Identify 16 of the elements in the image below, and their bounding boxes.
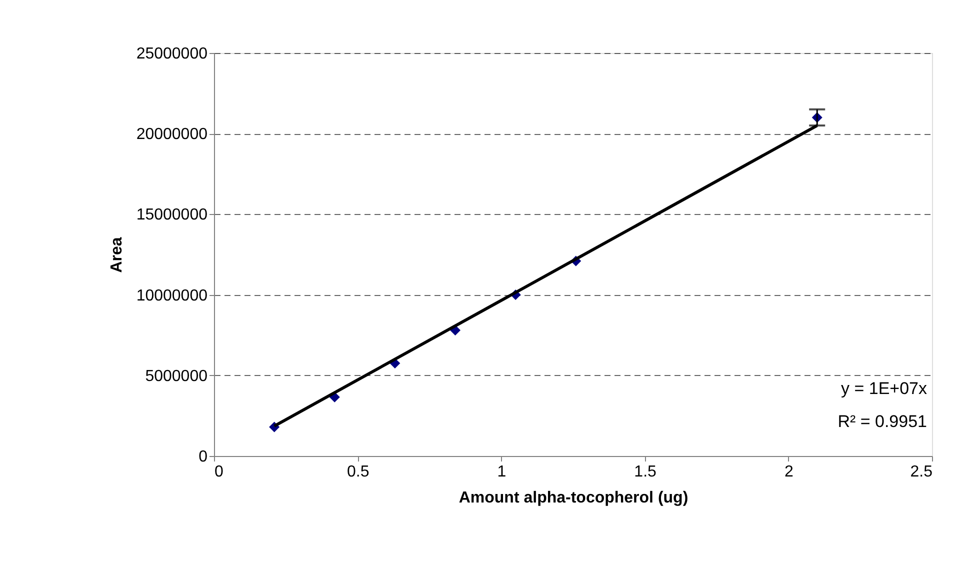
- x-axis-title: Amount alpha-tocopherol (ug): [458, 490, 688, 506]
- x-tick-label: 2.5: [910, 464, 933, 480]
- x-tick-label: 0.5: [346, 464, 370, 480]
- y-tick-label: 0: [198, 448, 208, 466]
- y-tick-label: 5000000: [145, 368, 208, 385]
- y-axis-title: Area: [108, 237, 126, 273]
- x-tick-label: 1: [497, 464, 506, 480]
- annotation: R² = 0.9951: [838, 412, 927, 431]
- x-tick-label: 2: [784, 464, 794, 480]
- x-tick-label: 1.5: [634, 464, 657, 480]
- y-tick-label: 10000000: [136, 287, 208, 304]
- y-tick-label: 20000000: [136, 126, 208, 144]
- annotation: y = 1E+07x: [840, 379, 928, 398]
- y-tick-label: 15000000: [136, 206, 208, 224]
- x-tick-label: 0: [214, 464, 224, 480]
- y-tick-label: 25000000: [136, 46, 208, 62]
